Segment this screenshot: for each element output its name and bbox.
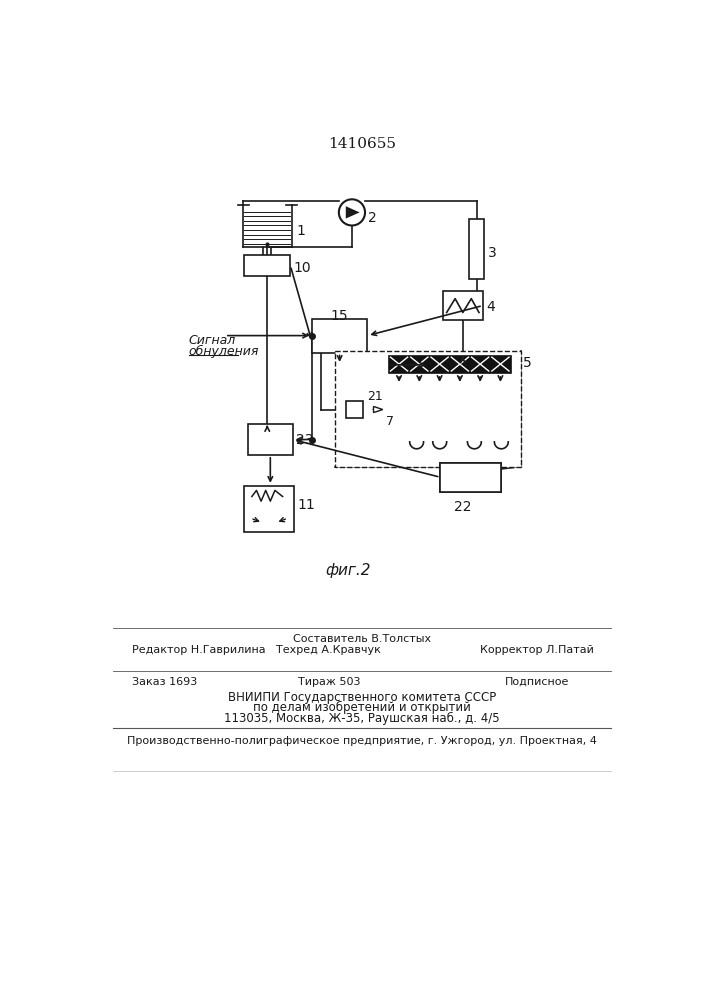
Bar <box>389 356 510 373</box>
Bar <box>312 319 368 353</box>
Text: Сигнал: Сигнал <box>189 334 236 347</box>
Text: 7: 7 <box>386 415 394 428</box>
Text: 11: 11 <box>297 498 315 512</box>
Text: Заказ 1693: Заказ 1693 <box>132 677 198 687</box>
Polygon shape <box>346 206 360 219</box>
Text: Тираж 503: Тираж 503 <box>298 677 360 687</box>
Polygon shape <box>373 406 382 413</box>
Text: обнуления: обнуления <box>189 345 259 358</box>
Text: 4: 4 <box>486 300 495 314</box>
Text: 113035, Москва, Ж-35, Раушская наб., д. 4/5: 113035, Москва, Ж-35, Раушская наб., д. … <box>224 712 500 725</box>
Bar <box>469 219 484 279</box>
Text: 15: 15 <box>331 309 349 323</box>
Bar <box>440 463 501 492</box>
Text: 1410655: 1410655 <box>328 137 396 151</box>
Text: Редактор Н.Гаврилина: Редактор Н.Гаврилина <box>132 645 266 655</box>
Text: Корректор Л.Патай: Корректор Л.Патай <box>480 645 594 655</box>
Bar <box>335 351 521 466</box>
Text: по делам изобретений и открытий: по делам изобретений и открытий <box>253 701 471 714</box>
Text: 3: 3 <box>489 246 497 260</box>
Bar <box>248 424 293 455</box>
Text: 10: 10 <box>293 261 311 275</box>
Bar <box>443 291 483 320</box>
Text: ВНИИПИ Государственного комитета СССР: ВНИИПИ Государственного комитета СССР <box>228 691 496 704</box>
Bar <box>244 486 294 532</box>
Circle shape <box>339 199 365 225</box>
Bar <box>244 255 291 276</box>
Text: Производственно-полиграфическое предприятие, г. Ужгород, ул. Проектная, 4: Производственно-полиграфическое предприя… <box>127 736 597 746</box>
Bar <box>440 463 501 492</box>
Text: Техред А.Кравчук: Техред А.Кравчук <box>276 645 381 655</box>
Text: 1: 1 <box>296 224 305 238</box>
Text: 23: 23 <box>296 433 313 447</box>
Text: 2: 2 <box>368 211 377 225</box>
Text: 22: 22 <box>455 500 472 514</box>
Text: Подписное: Подписное <box>505 677 569 687</box>
Text: 21: 21 <box>368 390 383 403</box>
Text: 5: 5 <box>523 356 532 370</box>
Text: Составитель В.Толстых: Составитель В.Толстых <box>293 634 431 644</box>
Bar <box>346 401 363 418</box>
Text: фиг.2: фиг.2 <box>325 563 371 578</box>
